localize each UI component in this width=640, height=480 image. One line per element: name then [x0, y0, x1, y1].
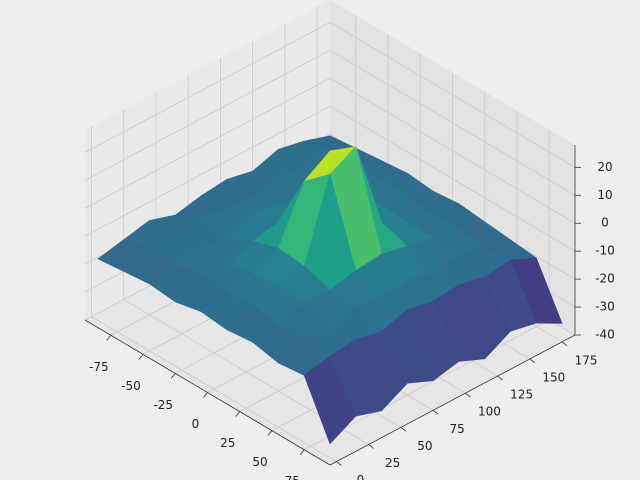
tick-mark	[336, 461, 342, 466]
tick-mark	[138, 354, 144, 360]
y-tick-label: 100	[478, 405, 501, 419]
z-tick-label: 0	[601, 216, 609, 230]
tick-mark	[497, 375, 503, 381]
x-tick-label: 25	[220, 436, 235, 450]
tick-mark	[465, 392, 471, 398]
grid-line	[329, 49, 576, 196]
z-tick-label: -20	[595, 272, 615, 286]
grid-line	[84, 77, 331, 209]
x-tick-label: 50	[252, 455, 267, 469]
tick-mark	[561, 341, 568, 347]
tick-mark	[368, 444, 374, 449]
y-tick-label: 175	[575, 353, 598, 367]
surface-patch	[303, 355, 357, 445]
tick-mark	[400, 427, 407, 432]
y-tick-label: 125	[510, 388, 533, 402]
tick-mark	[203, 392, 208, 398]
x-tick-label: -50	[121, 379, 141, 393]
grid-line	[329, 22, 576, 168]
grid-line	[84, 105, 331, 237]
z-tick-label: 20	[597, 160, 612, 174]
x-tick-label: 0	[192, 417, 200, 431]
tick-mark	[432, 409, 439, 415]
y-tick-label: 75	[450, 422, 465, 436]
x-tick-label: -25	[153, 398, 173, 412]
grid-line	[91, 316, 337, 462]
x-axis-line	[84, 319, 331, 466]
y-axis-line	[329, 334, 576, 466]
tick-mark	[235, 411, 241, 417]
x-tick-label: 75	[285, 474, 300, 480]
y-tick-label: 25	[385, 456, 400, 470]
x-tick-label: -75	[89, 360, 109, 374]
tick-mark	[267, 430, 273, 436]
y-tick-label: 50	[417, 439, 432, 453]
tick-mark	[529, 358, 536, 364]
z-tick-label: -10	[595, 244, 615, 258]
grid-line	[84, 21, 331, 153]
z-tick-label: -40	[595, 328, 615, 342]
grid-line	[84, 49, 331, 181]
z-tick-label: 10	[597, 188, 612, 202]
y-tick-label: 150	[542, 370, 565, 384]
z-tick-label: -30	[595, 300, 615, 314]
tick-mark	[106, 335, 112, 341]
y-tick-label: 0	[357, 473, 365, 480]
tick-mark	[299, 449, 305, 455]
tick-mark	[170, 373, 176, 379]
grid-line	[329, 105, 576, 252]
grid-line	[329, 77, 576, 224]
